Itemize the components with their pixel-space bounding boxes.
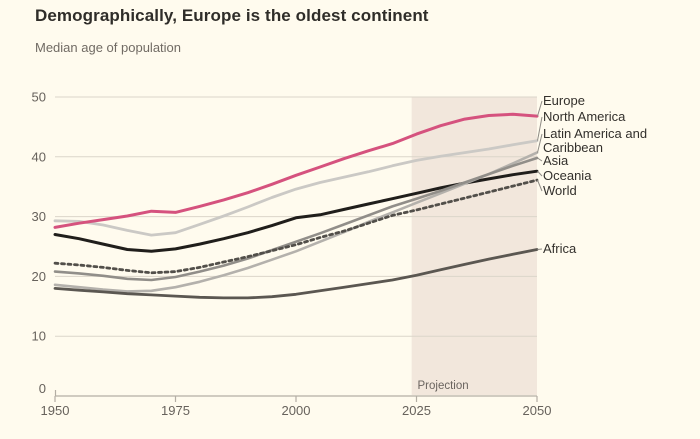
- series-line-latin-america-and-caribbean: [53, 151, 539, 293]
- x-axis-tick-label: 1975: [161, 403, 190, 418]
- series-line-europe: [53, 112, 539, 229]
- legend-connector: [537, 133, 543, 153]
- series-line-africa: [53, 248, 539, 300]
- y-axis-tick-label: 40: [32, 149, 46, 164]
- legend-label-latin-america-and-caribbean: Latin America and Caribbean: [543, 126, 648, 155]
- legend-connector: [537, 157, 543, 162]
- projection-band: [411, 97, 537, 395]
- y-axis-tick-label: 30: [32, 209, 46, 224]
- legend-connector: [537, 179, 543, 192]
- legend-label-oceania: Oceania: [543, 168, 592, 183]
- series-line-north-america: [53, 139, 539, 237]
- legend-connector: [537, 116, 543, 141]
- projection-label: Projection: [418, 380, 469, 392]
- y-axis-tick-label: 0: [39, 381, 46, 396]
- x-axis-tick-label: 2025: [402, 403, 431, 418]
- x-axis-tick-label: 1950: [41, 403, 70, 418]
- legend-connector: [537, 100, 543, 117]
- x-axis-tick-label: 2050: [523, 403, 552, 418]
- series-line-world: [53, 178, 539, 275]
- series-line-asia: [53, 156, 539, 282]
- chart-title: Demographically, Europe is the oldest co…: [35, 6, 429, 25]
- chart-subtitle: Median age of population: [35, 40, 182, 55]
- legend-label-north-america: North America: [543, 109, 626, 124]
- y-axis-tick-label: 50: [32, 90, 46, 105]
- legend-label-asia: Asia: [543, 153, 569, 168]
- y-axis-tick-label: 20: [32, 269, 46, 284]
- legend-label-world: World: [543, 183, 577, 198]
- legend-connector: [537, 170, 543, 177]
- y-axis-tick-label: 10: [32, 329, 46, 344]
- legend-label-africa: Africa: [543, 241, 577, 256]
- legend-label-europe: Europe: [543, 93, 585, 108]
- x-axis-tick-label: 2000: [282, 403, 311, 418]
